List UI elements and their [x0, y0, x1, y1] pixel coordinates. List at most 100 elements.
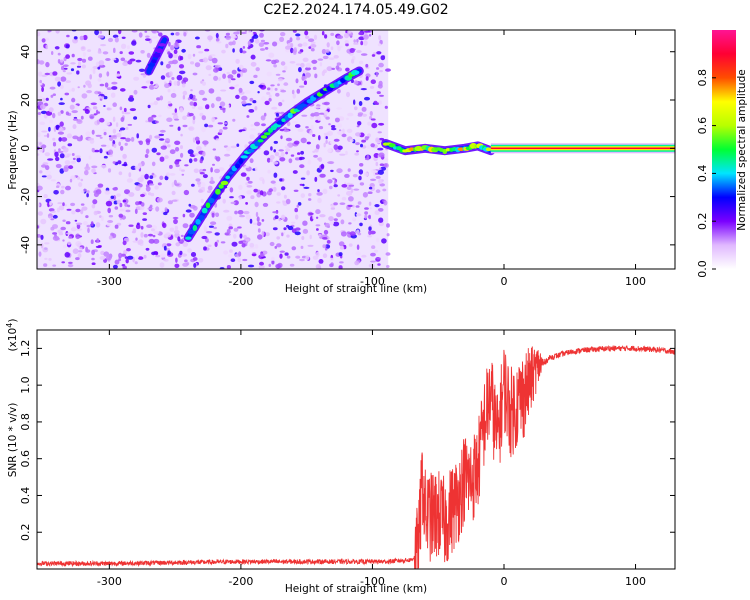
noise-speckle [58, 148, 61, 152]
noise-speckle [321, 31, 325, 36]
noise-speckle [292, 121, 298, 124]
noise-speckle [179, 56, 184, 61]
noise-speckle [189, 101, 194, 106]
noise-speckle [292, 170, 298, 174]
noise-speckle [119, 127, 126, 131]
noise-speckle [358, 175, 362, 181]
noise-speckle [70, 160, 76, 164]
noise-speckle [99, 136, 103, 139]
noise-speckle [250, 124, 254, 127]
noise-speckle [151, 161, 156, 167]
noise-speckle [80, 203, 85, 206]
noise-speckle [247, 40, 251, 46]
noise-speckle [157, 182, 162, 186]
noise-speckle [244, 90, 251, 94]
noise-speckle [349, 139, 354, 143]
noise-speckle [214, 232, 220, 236]
noise-speckle [307, 159, 312, 165]
noise-speckle [179, 107, 183, 113]
noise-speckle [71, 210, 76, 215]
noise-speckle [314, 148, 319, 153]
noise-speckle [222, 73, 227, 79]
noise-speckle [226, 146, 231, 152]
noise-speckle [258, 264, 265, 269]
noise-speckle [371, 54, 376, 57]
noise-speckle [215, 138, 220, 142]
noise-speckle [300, 245, 304, 249]
noise-speckle [193, 158, 198, 162]
feature-blob [228, 171, 234, 175]
noise-speckle [152, 234, 156, 238]
noise-speckle [60, 110, 64, 114]
noise-speckle [275, 264, 281, 269]
y-tick-label: 0.4 [19, 487, 32, 505]
noise-speckle [145, 120, 149, 123]
noise-speckle [63, 67, 68, 70]
noise-speckle [193, 168, 199, 174]
noise-speckle [379, 70, 383, 73]
noise-speckle [246, 190, 252, 195]
noise-speckle [77, 176, 81, 180]
noise-speckle [81, 93, 88, 99]
noise-speckle [142, 218, 148, 221]
noise-speckle [97, 78, 102, 82]
noise-speckle [52, 93, 56, 96]
noise-speckle [311, 59, 318, 64]
noise-speckle [193, 102, 198, 107]
noise-speckle [149, 175, 154, 180]
noise-speckle [174, 183, 180, 186]
noise-speckle [66, 232, 73, 235]
noise-speckle [58, 232, 64, 236]
noise-speckle [135, 254, 139, 259]
noise-speckle [378, 62, 384, 68]
noise-speckle [84, 170, 89, 176]
noise-speckle [180, 152, 184, 158]
noise-speckle [147, 233, 154, 237]
noise-speckle [384, 105, 388, 109]
noise-speckle [171, 199, 178, 202]
noise-speckle [98, 95, 102, 99]
noise-speckle [68, 261, 73, 264]
noise-speckle [194, 136, 200, 142]
noise-speckle [287, 225, 294, 231]
noise-speckle [57, 52, 61, 56]
noise-speckle [345, 43, 349, 47]
noise-speckle [155, 254, 161, 258]
noise-speckle [211, 212, 215, 218]
noise-speckle [125, 137, 131, 142]
noise-speckle [302, 42, 308, 47]
spectrogram-y-axis-label: Frequency (Hz) [7, 110, 19, 189]
noise-speckle [274, 245, 278, 249]
noise-speckle [154, 185, 159, 190]
feature-blob [192, 225, 198, 231]
noise-speckle [103, 92, 108, 96]
noise-speckle [97, 50, 102, 54]
noise-speckle [140, 232, 144, 238]
noise-speckle [345, 150, 348, 156]
noise-speckle [368, 263, 375, 268]
noise-speckle [224, 122, 228, 125]
noise-speckle [273, 64, 277, 68]
noise-speckle [324, 34, 328, 39]
noise-speckle [48, 216, 52, 218]
noise-speckle [280, 89, 287, 93]
noise-speckle [323, 142, 326, 148]
noise-speckle [153, 238, 160, 244]
noise-speckle [357, 121, 362, 126]
noise-speckle [182, 223, 189, 229]
noise-speckle [192, 115, 196, 121]
noise-speckle [303, 186, 310, 189]
noise-speckle [192, 118, 196, 125]
noise-speckle [180, 133, 183, 137]
noise-speckle [104, 190, 111, 195]
noise-speckle [62, 239, 65, 242]
noise-speckle [191, 106, 196, 109]
x-tick-label: -200 [228, 275, 253, 288]
noise-speckle [135, 59, 142, 63]
noise-speckle [158, 133, 165, 137]
noise-speckle [57, 59, 61, 64]
noise-speckle [347, 204, 354, 207]
noise-speckle [315, 144, 320, 150]
noise-speckle [55, 124, 60, 131]
noise-speckle [301, 236, 305, 240]
